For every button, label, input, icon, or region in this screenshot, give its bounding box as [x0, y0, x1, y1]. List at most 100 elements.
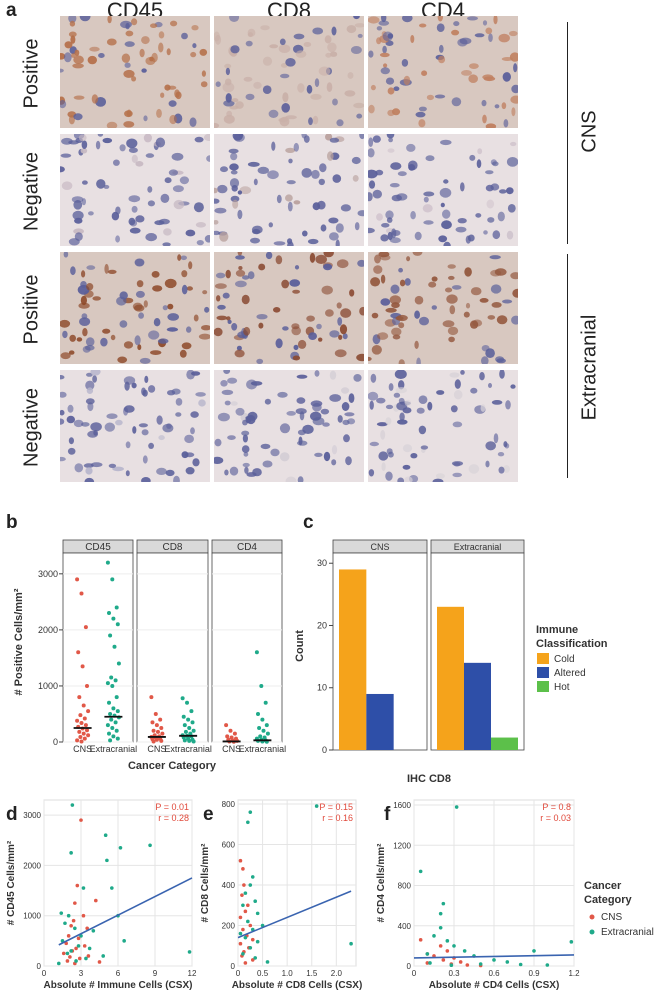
panel-d-point-extracranial [87, 946, 92, 951]
panel-d-point-cns [97, 960, 102, 964]
micrograph-cd45-negative-extracranial [60, 370, 210, 482]
panel-b-ytick-label-2: 2000 [38, 625, 58, 635]
panel-b-point-cd8-extracranial [183, 729, 188, 734]
panel-b-point-cd8-extracranial [190, 720, 195, 725]
panel-d-xtick-label-0: 0 [42, 969, 47, 978]
panel-b-point-cd8-extracranial [185, 700, 190, 705]
panel-c-xlabel: IHC CD8 [407, 773, 451, 785]
panel-f-point-extracranial [454, 805, 459, 809]
panel-b-point-cd45-extracranial [114, 695, 119, 700]
panel-f-ytick-label-1: 400 [398, 922, 412, 931]
micrograph-cd4-positive-extracranial [368, 252, 518, 364]
panel-b-point-cd8-cns [155, 729, 160, 734]
panel-e-point-extracranial [246, 919, 250, 924]
panel-a-letter: a [6, 0, 17, 21]
panel-c-ylabel: Count [294, 630, 306, 662]
panel-b-point-cd45-cns [80, 664, 85, 669]
panel-e-point-extracranial [246, 820, 250, 825]
panel-f-point-extracranial [545, 963, 550, 967]
panel-d-point-cns [85, 926, 89, 931]
panel-c-bar-extracranial-altered [464, 662, 491, 750]
panel-b-point-cd4-extracranial [265, 731, 270, 736]
panel-e-point-extracranial [241, 952, 245, 956]
panel-d-point-extracranial [148, 843, 152, 848]
panel-c-bar-extracranial-cold [437, 606, 464, 750]
panel-c-legend-swatch-hot [537, 681, 549, 692]
panel-f-fit-line [413, 954, 575, 959]
extracranial-bracket-line [567, 254, 568, 478]
panel-c-legend-label-hot: Hot [554, 682, 570, 693]
micrograph-cd4-negative-extracranial [368, 370, 518, 482]
panel-f-point-extracranial [518, 962, 523, 967]
panel-d-point-extracranial [110, 886, 114, 890]
panel-f-point-extracranial [449, 963, 454, 967]
panel-b-ylabel: # Positive Cells/mm² [13, 588, 25, 695]
panel-b-point-cd45-extracranial [107, 611, 111, 616]
panel-d-point-cns [81, 913, 86, 918]
panel-c-bar-cns-altered [366, 693, 394, 750]
panel-d-point-extracranial [69, 851, 73, 855]
panel-f-legend-title-line1: Cancer [584, 880, 622, 892]
panel-b-point-cd45-extracranial [115, 709, 120, 714]
panel-d-point-extracranial [76, 944, 81, 948]
panel-b-point-cd8-cns [159, 738, 164, 743]
panel-f-point-extracranial [441, 901, 446, 906]
panel-b-point-cd45-extracranial [109, 717, 114, 722]
panel-f-point-cns [438, 944, 443, 948]
panel-f-point-cns [465, 963, 470, 967]
panel-f-legend-marker-cns [589, 914, 595, 920]
panel-b-point-cd45-extracranial [110, 577, 115, 582]
panel-b-point-cd45-cns [82, 736, 87, 741]
panel-b-point-cd4-cns [224, 723, 229, 728]
panel-d-point-extracranial [63, 921, 67, 926]
panel-d-point-extracranial [91, 928, 96, 933]
panel-b-point-cd45-extracranial [112, 644, 117, 649]
panel-d-point-cns [79, 818, 83, 822]
panel-e-point-cns [238, 858, 243, 863]
panel-d-point-extracranial [69, 949, 73, 953]
panel-e-point-extracranial [255, 939, 260, 944]
panel-e-point-extracranial [349, 941, 353, 946]
panel-b-point-cd45-extracranial [108, 711, 113, 716]
panel-b-point-cd4-cns [232, 731, 237, 736]
micrograph-cd45-positive-cns [60, 16, 210, 128]
micrograph-cd4-negative-cns [368, 134, 518, 246]
panel-f-xtick-label-2: 0.6 [488, 969, 500, 978]
panel-f-legend-label-cns: CNS [601, 912, 622, 923]
panel-d-point-extracranial [65, 951, 70, 956]
panel-b-strip-label-cd8: CD8 [162, 542, 182, 553]
panel-d-point-cns [73, 901, 77, 905]
panel-d-point-cns [94, 898, 98, 903]
panel-d-xlabel: Absolute # Immune Cells (CSX) [44, 980, 193, 991]
panel-b-point-cd8-cns [158, 717, 163, 722]
panel-e-ylabel: # CD8 Cells/mm² [200, 843, 211, 923]
panel-b-point-cd45-cns [75, 738, 80, 743]
panel-e-point-cns [246, 903, 250, 908]
panel-b-point-cd8-extracranial [186, 717, 191, 722]
panel-d-stat-r: r = 0.28 [158, 813, 189, 823]
panel-d-ytick-label-2: 2000 [23, 861, 41, 870]
panel-e-point-cns [250, 958, 255, 962]
cns-bracket-line [567, 22, 568, 244]
panel-c-ytick-label-1: 10 [317, 683, 327, 693]
panel-b-point-cd8-cns [149, 695, 154, 700]
panel-d-xtick-label-2: 6 [116, 969, 121, 978]
panel-b-point-cd45-extracranial [110, 683, 115, 688]
panel-d-point-cns [65, 959, 70, 963]
panel-b-point-cd8-cns [159, 725, 164, 730]
panel-d-point-cns [66, 934, 71, 938]
panel-b-point-cd45-extracranial [105, 723, 110, 728]
panel-d-point-cns [75, 883, 80, 888]
panel-f-point-extracranial [432, 934, 436, 938]
panel-c-ytick-label-0: 0 [322, 745, 327, 755]
panel-f-ylabel: # CD4 Cells/mm² [376, 843, 387, 923]
panel-b-xtick-label-cd8-extracranial: Extracranial [164, 744, 212, 754]
panel-f-point-cns [418, 938, 423, 942]
panel-b-point-cd8-cns [151, 739, 156, 744]
panel-d-point-extracranial [101, 954, 105, 958]
panel-e-ytick-label-2: 400 [222, 881, 236, 890]
panel-b-point-cd45-extracranial [114, 728, 119, 733]
panel-f-point-extracranial [492, 958, 496, 962]
micrograph-cd8-negative-cns [214, 134, 364, 246]
panel-c-strip-label-cns: CNS [370, 542, 389, 552]
